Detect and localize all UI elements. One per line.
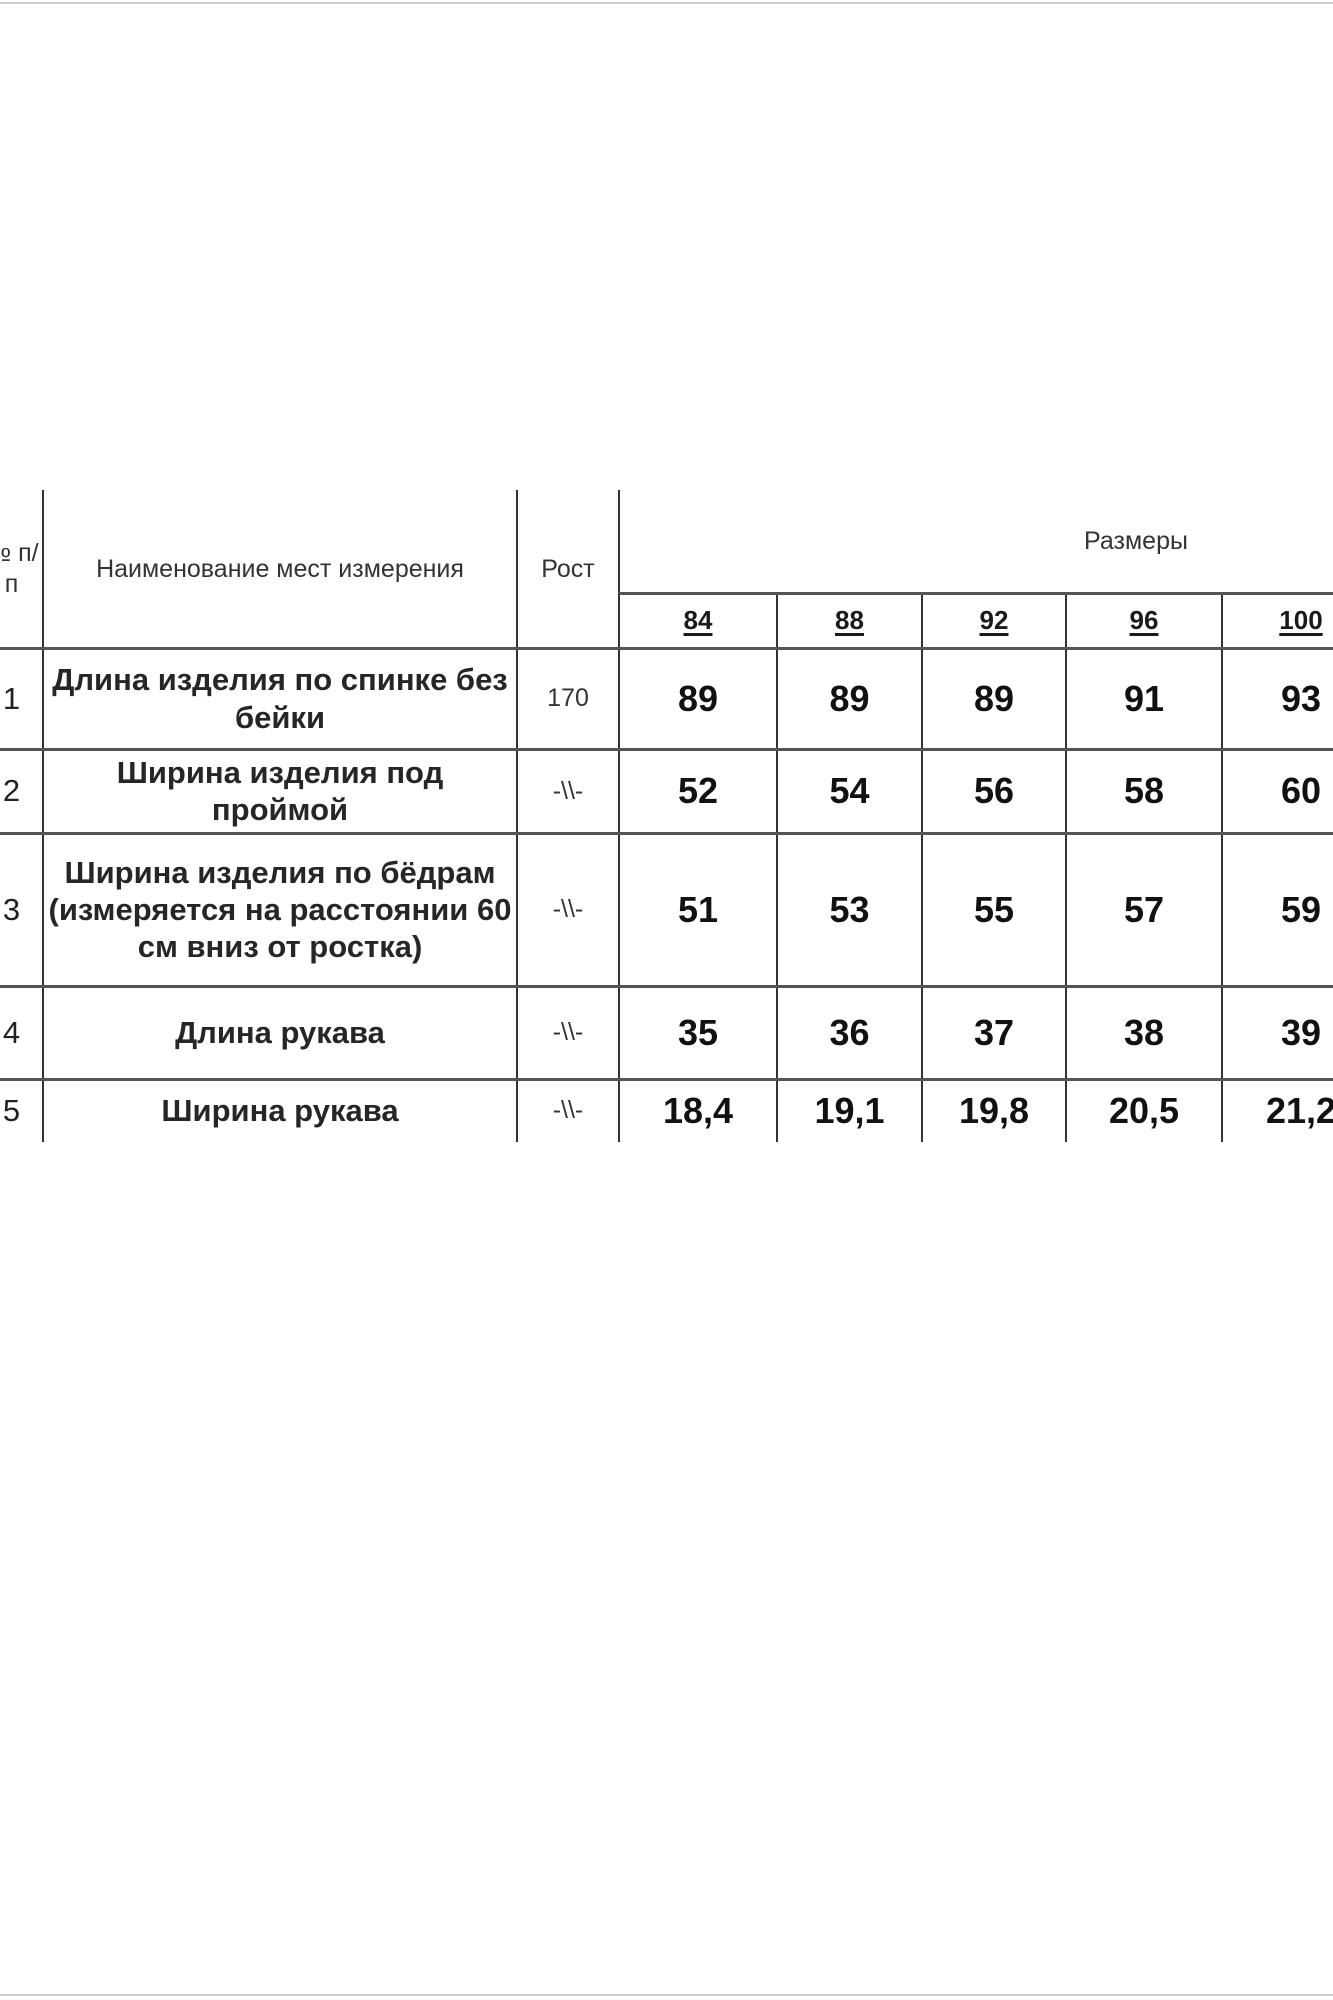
row-value: 59 [1280,888,1322,930]
row-divider [0,832,1333,835]
row-divider [619,592,1333,595]
row-value: 89 [973,677,1015,719]
row-rost: 170 [547,684,589,712]
row-value: 51 [677,888,719,930]
row-index: 5 [2,1092,21,1128]
row-divider [0,1078,1333,1081]
frame-top-border [0,2,1333,4]
row-divider [0,748,1333,751]
column-divider [618,490,620,1142]
column-divider [1221,593,1223,1142]
row-value: 58 [1123,770,1165,811]
row-value: 37 [973,1011,1015,1053]
column-divider [776,593,778,1142]
row-value: 21,2 [1265,1089,1333,1131]
row-value: 20,5 [1108,1089,1180,1131]
size-header: 84 [683,605,713,635]
row-value: 89 [677,677,719,719]
header-index: № п/п [0,538,39,598]
column-divider [516,490,518,1142]
row-value: 52 [677,770,719,811]
row-name: Ширина изделия под проймой [116,754,444,827]
header-sizes: Размеры [1084,527,1188,555]
size-header: 92 [979,605,1009,635]
row-name: Ширина рукава [161,1092,399,1128]
row-value: 54 [829,770,870,811]
size-header: 88 [835,605,864,635]
row-name: Ширина изделия по бёдрам (измеряется на … [48,854,512,965]
frame-bottom-border [0,1994,1333,1996]
row-value: 93 [1280,677,1322,719]
row-value: 19,1 [814,1089,885,1131]
row-value: 60 [1280,770,1322,811]
column-divider [921,593,923,1142]
row-index: 4 [2,1014,21,1050]
row-value: 39 [1280,1011,1322,1053]
column-divider [42,490,44,1142]
size-header: 100 [1279,605,1323,635]
row-index: 1 [2,680,21,716]
row-value: 35 [677,1011,719,1053]
row-value: 38 [1123,1011,1165,1053]
row-rost: -\\- [552,1096,584,1124]
row-value: 19,8 [958,1089,1030,1131]
row-rost: -\\- [552,776,584,805]
row-value: 18,4 [662,1089,734,1131]
size-header: 96 [1129,605,1159,635]
header-name: Наименование мест измерения [96,554,464,583]
row-value: 57 [1123,888,1165,930]
row-value: 56 [973,770,1015,811]
row-rost: -\\- [552,1018,584,1046]
row-rost: -\\- [552,895,584,923]
row-name: Длина рукава [175,1014,385,1050]
row-value: 89 [829,677,870,719]
row-value: 55 [973,888,1015,930]
row-name: Длина изделия по спинке без бейки [52,662,508,735]
column-divider [1065,593,1067,1142]
header-rost: Рост [541,554,595,583]
row-divider [0,647,1333,650]
row-value: 91 [1123,677,1165,719]
row-value: 53 [829,888,870,930]
row-value: 36 [829,1011,870,1053]
row-divider [0,985,1333,988]
row-index: 3 [2,891,21,927]
row-index: 2 [2,773,21,808]
